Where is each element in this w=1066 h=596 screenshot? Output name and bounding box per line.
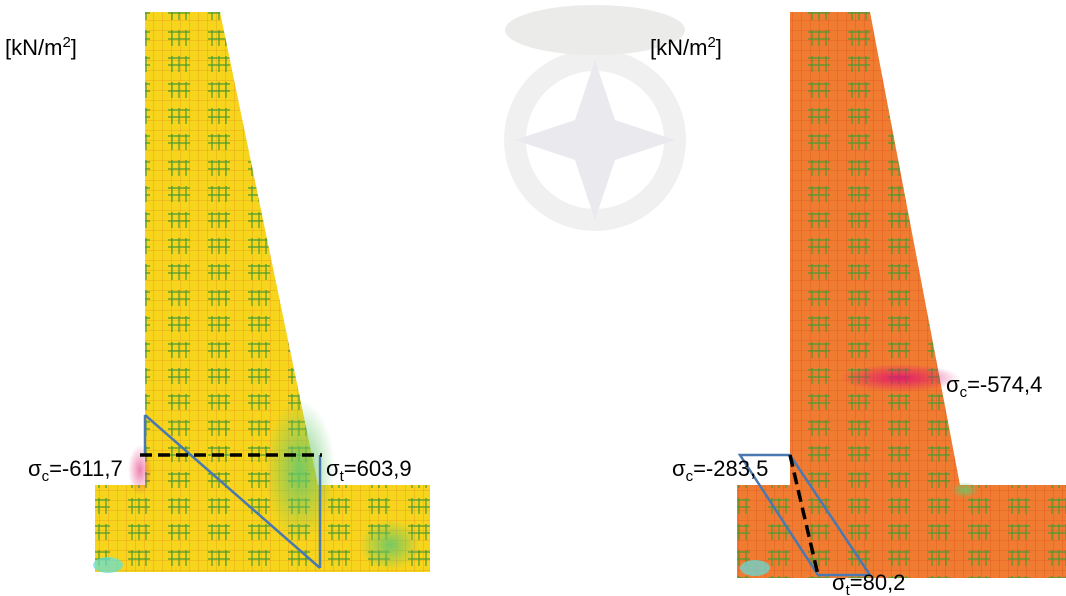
stress-label: σc=-611,7 — [28, 456, 123, 485]
label-part: ] — [716, 35, 722, 60]
unit-label: [kN/m2] — [650, 34, 722, 60]
label-part: ] — [71, 35, 77, 60]
stress-label: σc=-574,4 — [946, 372, 1042, 401]
label-part: σ — [672, 456, 686, 481]
label-part: [kN/m — [5, 35, 62, 60]
label-part: [kN/m — [650, 35, 707, 60]
stress-label: σt=603,9 — [326, 456, 412, 485]
label-part: σ — [832, 570, 846, 595]
label-part: =603,9 — [344, 456, 412, 481]
label-part: σ — [28, 456, 42, 481]
figure: [kN/m2] [kN/m2] σc=-611,7 σt=603,9 σc=-5… — [0, 0, 1066, 596]
stress-label: σc=-283,5 — [672, 456, 768, 485]
label-part: σ — [326, 456, 340, 481]
stress-label: σt=80,2 — [832, 570, 905, 596]
unit-label: [kN/m2] — [5, 34, 77, 60]
label-part: =-574,4 — [967, 372, 1042, 397]
label-part: =80,2 — [850, 570, 906, 595]
right-model — [737, 12, 1066, 578]
label-part: 2 — [707, 34, 715, 51]
label-part: =-611,7 — [49, 456, 123, 481]
left-model — [93, 12, 430, 573]
label-part: σ — [946, 372, 960, 397]
label-part: 2 — [62, 34, 70, 51]
label-part: =-283,5 — [693, 456, 768, 481]
